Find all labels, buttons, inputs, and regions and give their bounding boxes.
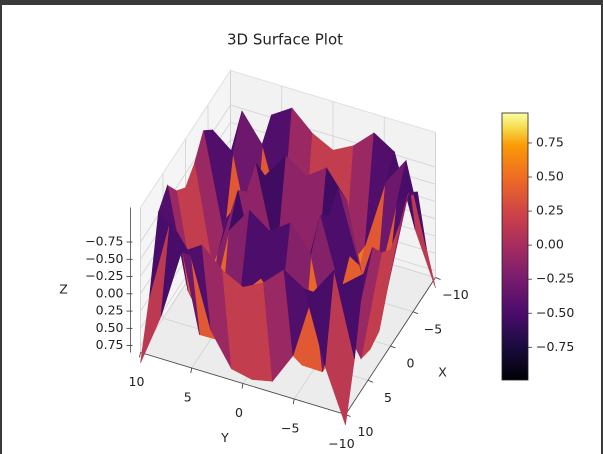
tick-mark [139, 352, 141, 358]
colorbar-tick-label: 0.25 [536, 203, 564, 218]
x-axis-label: X [438, 365, 447, 380]
tick-mark [390, 345, 396, 349]
tick-mark [367, 379, 374, 383]
colorbar-tick-label: −0.25 [536, 271, 574, 286]
y-tick-label: 5 [184, 390, 192, 405]
y-tick-label: −5 [281, 421, 299, 436]
z-tick-label: −0.25 [85, 268, 123, 283]
tick-mark [241, 383, 244, 389]
z-tick-label: 0.75 [96, 337, 124, 352]
colorbar-tick-label: 0.00 [536, 237, 564, 252]
grid-line [140, 104, 231, 243]
tick-mark [435, 277, 441, 280]
window-frame [0, 0, 2, 454]
y-tick-label: 10 [129, 374, 145, 389]
colorbar-tick-label: 0.50 [536, 169, 564, 184]
z-tick-label: 0.50 [96, 320, 124, 335]
chart-title: 3D Surface Plot [227, 31, 343, 49]
z-tick-label: −0.50 [85, 251, 123, 266]
colorbar-tick-label: −0.50 [536, 305, 574, 320]
y-tick-label: 0 [235, 405, 243, 420]
z-axis-label: Z [59, 282, 68, 297]
axis-line [140, 352, 346, 415]
z-tick-label: 0.25 [96, 303, 124, 318]
colorbar [501, 112, 529, 381]
surface-patch [304, 269, 335, 367]
tick-mark [412, 311, 419, 315]
y-tick-label: −10 [328, 436, 354, 451]
tick-mark [292, 398, 295, 405]
grid-line [230, 104, 436, 168]
y-axis-label: Y [220, 430, 229, 445]
x-tick-label: 5 [384, 390, 392, 405]
axis-line [345, 277, 436, 415]
tick-mark [190, 367, 193, 374]
z-tick-label: 0.00 [96, 285, 124, 300]
colorbar-tick-label: 0.75 [536, 134, 564, 149]
x-tick-label: −5 [424, 321, 442, 336]
x-tick-label: 0 [407, 356, 415, 371]
z-tick-label: −0.75 [85, 234, 123, 249]
x-tick-label: −10 [442, 287, 468, 302]
window-frame [601, 0, 603, 454]
colorbar-tick-label: −0.75 [536, 339, 574, 354]
window-frame [0, 0, 603, 5]
x-tick-label: 10 [358, 424, 374, 439]
